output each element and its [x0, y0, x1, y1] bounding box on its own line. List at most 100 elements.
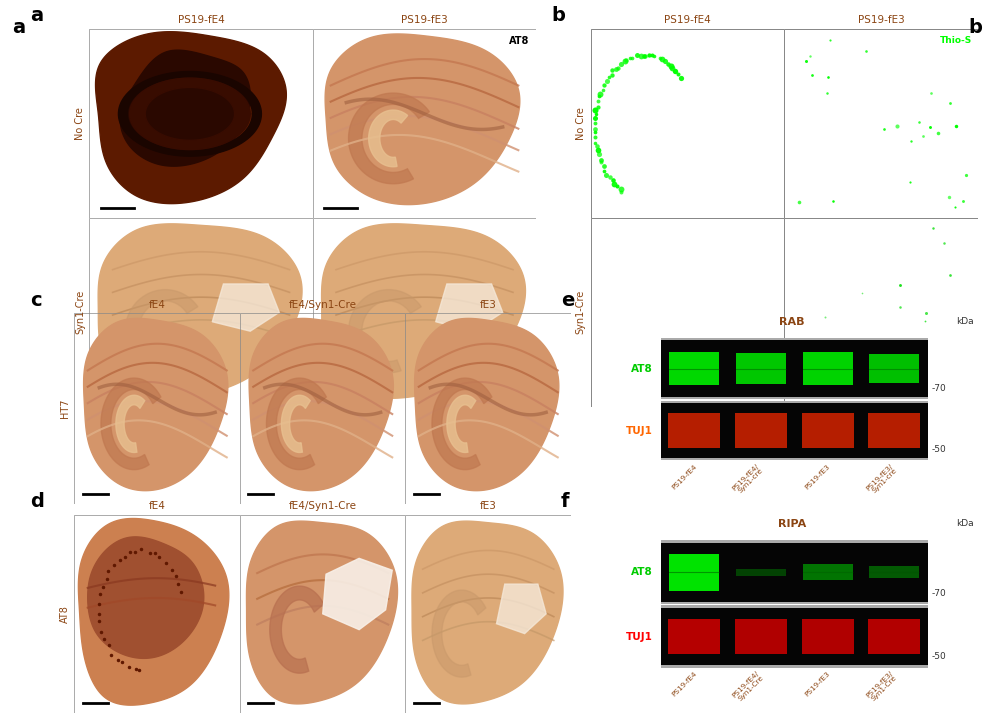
Polygon shape — [95, 32, 286, 204]
FancyBboxPatch shape — [660, 338, 927, 340]
FancyBboxPatch shape — [660, 340, 927, 397]
FancyBboxPatch shape — [801, 413, 854, 448]
FancyBboxPatch shape — [660, 543, 927, 602]
Text: PS19-fE4: PS19-fE4 — [664, 15, 711, 25]
FancyBboxPatch shape — [736, 354, 785, 384]
Polygon shape — [432, 378, 492, 469]
Text: RIPA: RIPA — [779, 518, 806, 528]
Text: PS19-fE3: PS19-fE3 — [804, 463, 831, 490]
Text: PS19-fE4: PS19-fE4 — [670, 670, 698, 698]
FancyBboxPatch shape — [735, 619, 786, 654]
Text: Syn1-Cre: Syn1-Cre — [75, 290, 85, 334]
Text: b: b — [551, 6, 565, 25]
FancyBboxPatch shape — [801, 619, 854, 654]
FancyBboxPatch shape — [802, 352, 853, 385]
Polygon shape — [349, 93, 429, 184]
Text: Syn1-Cre: Syn1-Cre — [576, 290, 586, 334]
FancyBboxPatch shape — [668, 413, 720, 448]
Text: TUJ1: TUJ1 — [626, 631, 652, 642]
FancyBboxPatch shape — [868, 413, 921, 448]
Text: RAB: RAB — [780, 317, 805, 327]
Text: f: f — [561, 492, 570, 511]
Text: fE4/Syn1-Cre: fE4/Syn1-Cre — [289, 501, 356, 511]
FancyBboxPatch shape — [868, 619, 921, 654]
FancyBboxPatch shape — [660, 606, 927, 608]
Polygon shape — [368, 110, 408, 167]
Text: e: e — [561, 291, 574, 310]
FancyBboxPatch shape — [660, 665, 927, 667]
FancyBboxPatch shape — [660, 403, 927, 458]
Text: Thio-S: Thio-S — [940, 37, 972, 45]
Text: a: a — [12, 18, 25, 37]
Polygon shape — [118, 71, 261, 156]
Text: AT8: AT8 — [509, 37, 529, 46]
Polygon shape — [415, 318, 559, 490]
FancyBboxPatch shape — [660, 458, 927, 461]
Polygon shape — [125, 289, 198, 373]
Text: PS19-fE3: PS19-fE3 — [401, 15, 448, 25]
Polygon shape — [116, 395, 145, 452]
Polygon shape — [78, 518, 228, 705]
Polygon shape — [325, 34, 519, 204]
FancyBboxPatch shape — [668, 619, 720, 654]
Text: d: d — [30, 492, 44, 511]
Text: fE3: fE3 — [480, 501, 496, 511]
Text: No Cre: No Cre — [576, 107, 586, 140]
Text: -50: -50 — [931, 446, 946, 454]
Text: fE4/Syn1-Cre: fE4/Syn1-Cre — [289, 300, 356, 310]
FancyBboxPatch shape — [669, 554, 719, 590]
Text: AT8: AT8 — [631, 567, 652, 577]
Text: PS19-fE3/
Syn1-Cre: PS19-fE3/ Syn1-Cre — [865, 670, 899, 704]
FancyBboxPatch shape — [802, 564, 853, 580]
Text: PS19-fE4: PS19-fE4 — [178, 15, 224, 25]
Polygon shape — [98, 224, 302, 398]
Polygon shape — [249, 318, 393, 490]
Polygon shape — [270, 586, 324, 673]
Text: -70: -70 — [931, 588, 946, 598]
Polygon shape — [322, 224, 525, 398]
Polygon shape — [130, 78, 250, 150]
Text: -50: -50 — [931, 652, 946, 661]
Polygon shape — [101, 378, 161, 469]
Polygon shape — [266, 378, 327, 469]
Text: b: b — [968, 18, 982, 37]
Polygon shape — [412, 521, 563, 704]
Text: -70: -70 — [931, 384, 946, 393]
Polygon shape — [213, 284, 279, 331]
Polygon shape — [496, 584, 546, 634]
Polygon shape — [246, 521, 397, 704]
Text: kDa: kDa — [956, 317, 974, 326]
Text: PS19-fE4/
Syn1-cre: PS19-fE4/ Syn1-cre — [731, 463, 765, 497]
Polygon shape — [349, 289, 421, 373]
Text: AT8: AT8 — [60, 605, 70, 623]
FancyBboxPatch shape — [669, 352, 719, 385]
FancyBboxPatch shape — [869, 567, 920, 578]
Text: PS19-fE4: PS19-fE4 — [670, 463, 698, 490]
Text: c: c — [30, 291, 42, 310]
Polygon shape — [281, 395, 310, 452]
Text: PS19-fE3: PS19-fE3 — [804, 670, 831, 698]
FancyBboxPatch shape — [660, 608, 927, 665]
FancyBboxPatch shape — [660, 400, 927, 403]
FancyBboxPatch shape — [660, 602, 927, 604]
FancyBboxPatch shape — [660, 540, 927, 543]
Text: PS19-fE4/
Syn1-Cre: PS19-fE4/ Syn1-Cre — [731, 670, 765, 704]
Text: TUJ1: TUJ1 — [626, 426, 652, 436]
Text: a: a — [30, 6, 43, 25]
Text: fE4: fE4 — [149, 300, 166, 310]
FancyBboxPatch shape — [869, 354, 920, 383]
Text: PS19-fE3/
Syn1-cre: PS19-fE3/ Syn1-cre — [865, 463, 899, 497]
Polygon shape — [83, 318, 227, 490]
Text: PS19-fE3: PS19-fE3 — [858, 15, 905, 25]
Text: fE4: fE4 — [149, 501, 166, 511]
FancyBboxPatch shape — [660, 397, 927, 400]
Polygon shape — [432, 590, 486, 677]
FancyBboxPatch shape — [736, 569, 785, 576]
Text: kDa: kDa — [956, 518, 974, 528]
Polygon shape — [447, 395, 476, 452]
Text: HT7: HT7 — [60, 399, 70, 418]
Text: AT8: AT8 — [631, 364, 652, 374]
Polygon shape — [436, 284, 502, 331]
Text: fE3: fE3 — [480, 300, 496, 310]
Polygon shape — [323, 559, 392, 629]
